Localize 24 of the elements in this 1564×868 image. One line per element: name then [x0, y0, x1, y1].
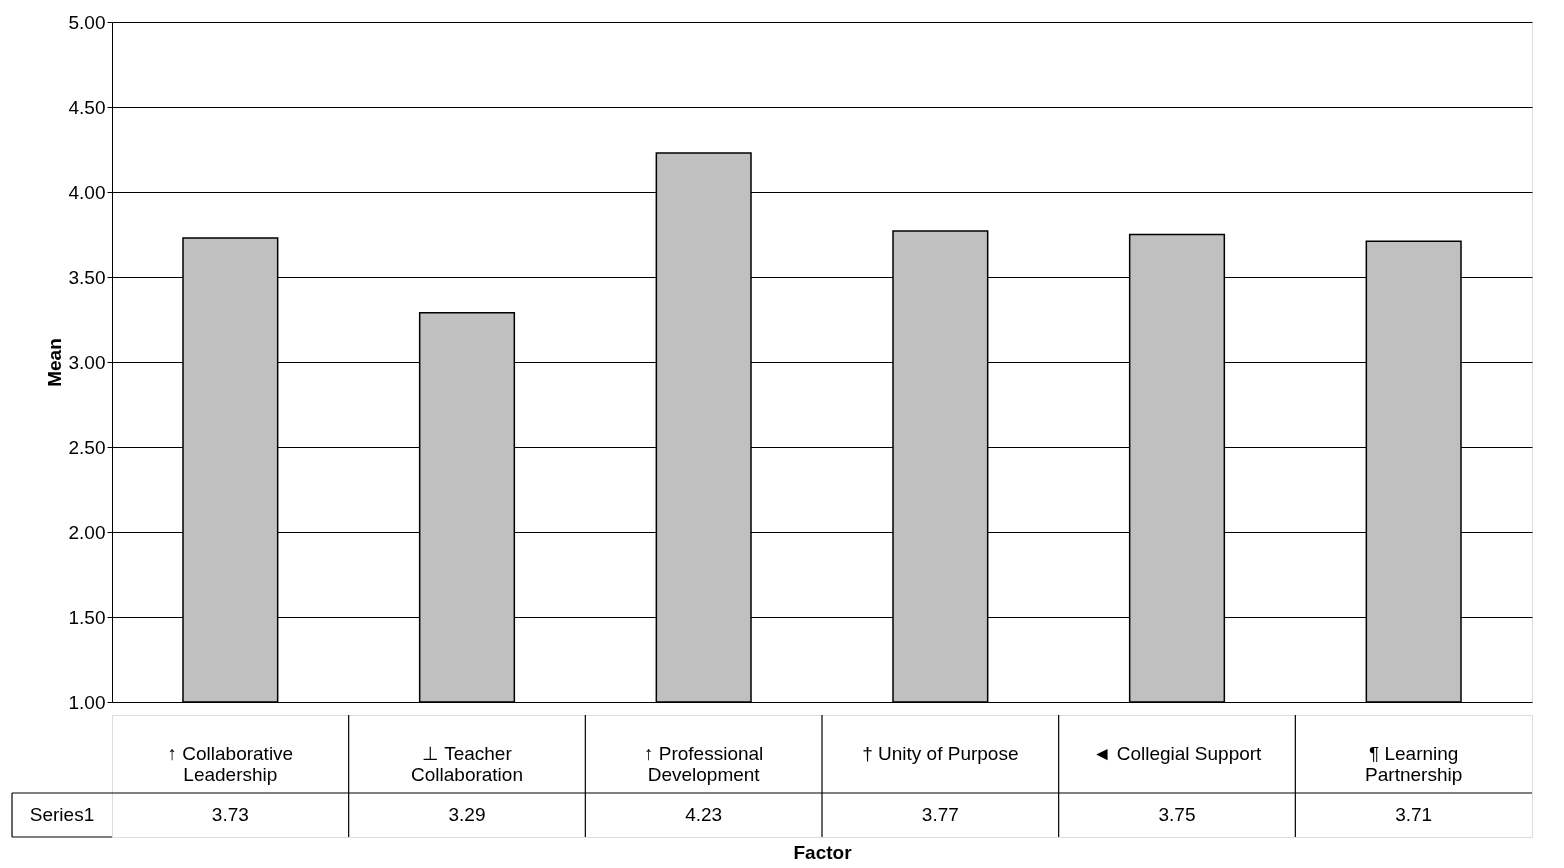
data-label: 3.77 — [921, 804, 959, 825]
y-tick-label: 3.50 — [68, 266, 106, 288]
x-tick-label: ↑ Professional Development — [643, 743, 764, 785]
y-tick-label: 3.00 — [68, 351, 106, 373]
y-tick-label: 2.00 — [68, 521, 106, 543]
y-tick-label: 4.50 — [68, 96, 106, 118]
y-axis-title: Mean — [43, 338, 65, 387]
legend-label: Series1 — [29, 804, 95, 825]
data-label: 4.23 — [685, 804, 723, 825]
data-label: 3.29 — [448, 804, 486, 825]
y-tick-label: 2.50 — [68, 436, 106, 458]
x-tick-label: † Unity of Purpose — [862, 743, 1019, 764]
x-axis-title: Factor — [793, 841, 853, 863]
x-tick-label: ↑ Collaborative Leadership — [167, 743, 294, 785]
y-tick-label: 1.50 — [68, 606, 106, 628]
x-tick-label: ⊥ Teacher Collaboration — [411, 743, 523, 785]
x-tick-label: ¶ Learning Partnership — [1365, 743, 1463, 785]
y-tick-label: 4.00 — [68, 181, 106, 203]
data-label: 3.73 — [211, 804, 249, 825]
y-tick-label: 5.00 — [68, 11, 106, 33]
y-tick-label: 1.00 — [68, 691, 106, 713]
data-label: 3.75 — [1158, 804, 1196, 825]
x-tick-label: ◄ Collegial Support — [1092, 743, 1263, 764]
data-label: 3.71 — [1395, 804, 1433, 825]
